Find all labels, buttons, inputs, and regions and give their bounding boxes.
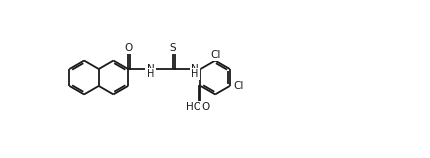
Text: O: O: [201, 102, 209, 112]
Text: H: H: [147, 69, 154, 79]
Text: Cl: Cl: [234, 81, 244, 91]
Text: N: N: [147, 64, 154, 74]
Text: Cl: Cl: [210, 50, 220, 60]
Text: HO: HO: [186, 102, 203, 112]
Text: H: H: [191, 69, 199, 79]
Text: N: N: [191, 64, 199, 74]
Text: S: S: [169, 43, 176, 53]
Text: O: O: [124, 43, 132, 53]
